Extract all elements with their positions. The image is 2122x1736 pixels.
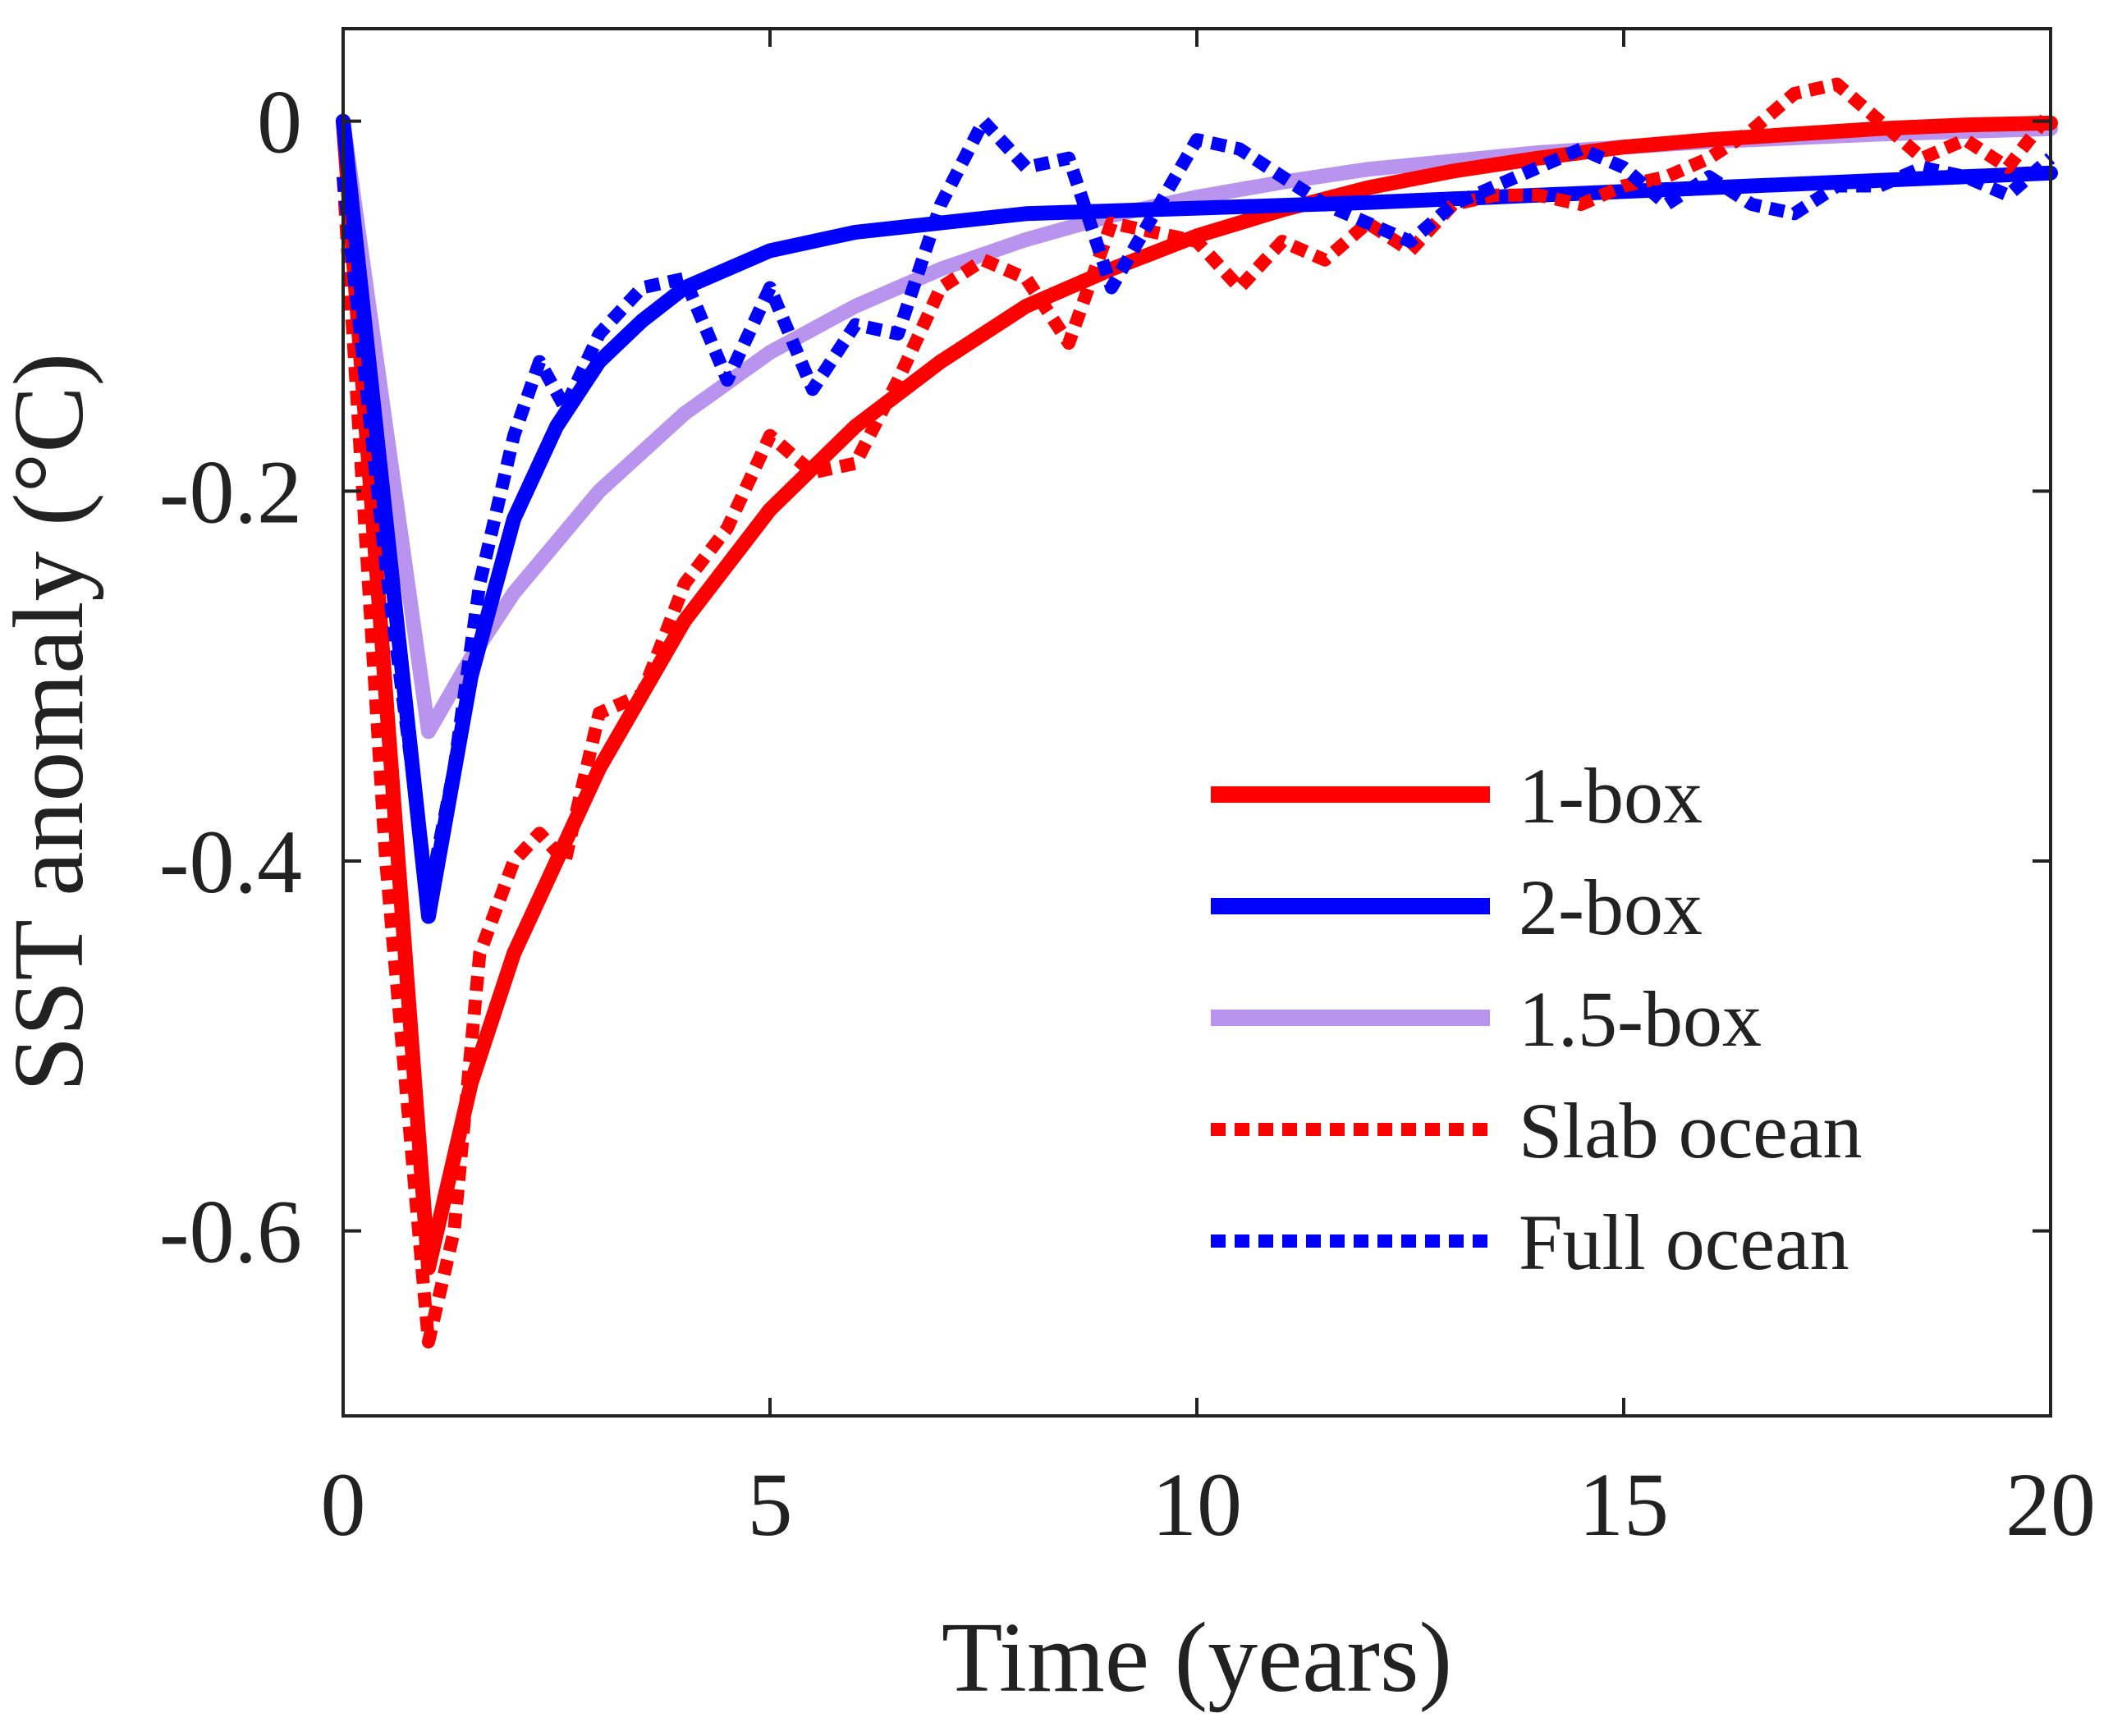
legend-label-1-box: 1-box (1519, 752, 1703, 840)
x-tick-label: 5 (748, 1454, 793, 1555)
series-line-2-box (336, 113, 2058, 924)
legend-label-slab-ocean: Slab ocean (1519, 1087, 1863, 1175)
y-tick-label: 0 (257, 72, 302, 172)
legend-label-full-ocean: Full ocean (1519, 1198, 1849, 1286)
x-axis-label: Time (years) (942, 1602, 1452, 1713)
legend-label-2-box: 2-box (1519, 863, 1703, 951)
x-tick-label: 20 (2005, 1454, 2096, 1555)
x-tick-label: 15 (1579, 1454, 1669, 1555)
y-tick-label: -0.6 (159, 1182, 302, 1282)
y-tick-label: -0.4 (159, 812, 302, 912)
series-line-slab-ocean (337, 77, 2056, 1349)
series-line-full-ocean (337, 114, 2056, 905)
ticks-layer: 0 5 10 15 20 0 -0.2 -0.4 -0.6 (159, 29, 2096, 1555)
x-tick-label: 0 (321, 1454, 366, 1555)
series-layer (336, 77, 2058, 1349)
y-axis-label: SST anomaly (°C) (0, 353, 104, 1092)
legend-label-1-5-box: 1.5-box (1519, 975, 1762, 1063)
series-line-1-box (336, 113, 2058, 1276)
legend: 1-box 2-box 1.5-box Slab ocean Full ocean (1211, 752, 1863, 1286)
x-tick-label: 10 (1152, 1454, 1242, 1555)
y-tick-label: -0.2 (159, 442, 302, 542)
